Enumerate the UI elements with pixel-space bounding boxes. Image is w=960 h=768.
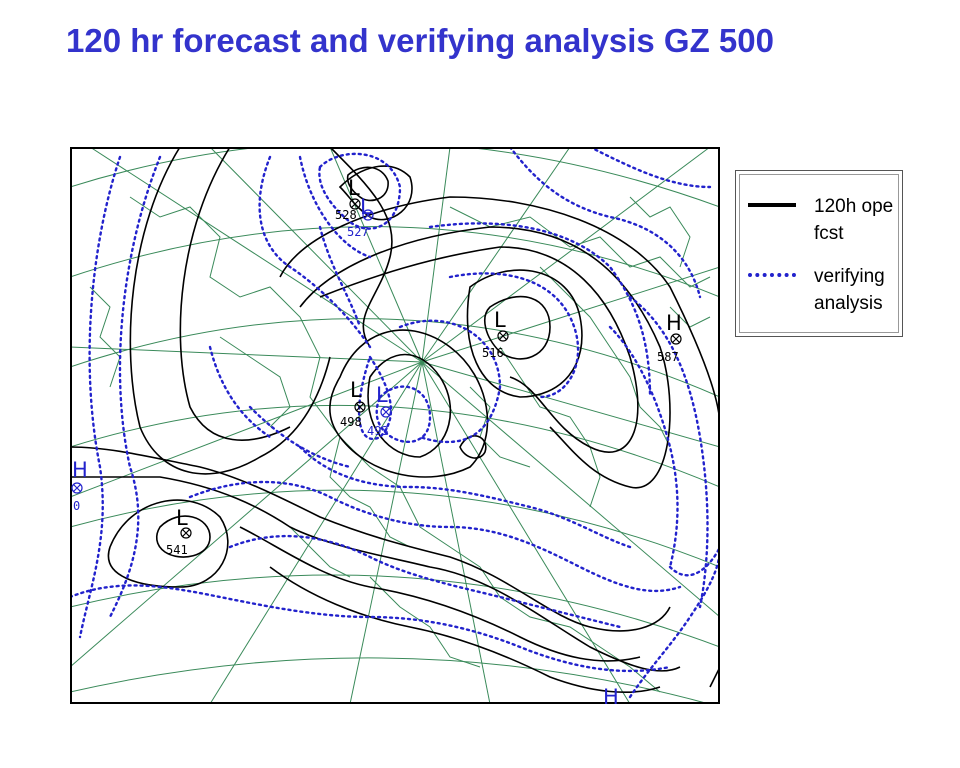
center-cross-icon xyxy=(73,484,81,492)
high-symbol: H xyxy=(666,311,682,335)
legend-inner-border xyxy=(739,174,899,333)
map-canvas: L 528 L 527 L 516 H 587 L 498 xyxy=(70,147,720,704)
center-low-493: L 493 xyxy=(367,383,392,438)
page-title: 120 hr forecast and verifying analysis G… xyxy=(66,22,774,59)
high-symbol: H xyxy=(72,458,88,482)
center-value: 493 xyxy=(367,424,389,438)
low-symbol: L xyxy=(494,308,506,332)
low-symbol: L xyxy=(348,176,360,200)
center-low-528: L 528 xyxy=(335,176,361,222)
low-symbol: L xyxy=(360,195,372,219)
forecast-contours xyxy=(70,147,720,693)
map-frame xyxy=(70,147,720,704)
center-low-516: L 516 xyxy=(482,308,509,360)
legend: 120h ope fcst verifying analysis xyxy=(735,170,903,337)
forecast-map: L 528 L 527 L 516 H 587 L 498 xyxy=(70,147,720,704)
center-value: 527 xyxy=(347,225,369,239)
center-low-527: L 527 xyxy=(347,195,374,239)
center-marker-icon xyxy=(71,482,83,494)
center-marker-icon xyxy=(349,198,361,210)
legend-label: verifying analysis xyxy=(814,266,885,314)
center-high-587: H 587 xyxy=(657,311,682,364)
solid-line-swatch xyxy=(748,203,796,207)
dotted-line-swatch xyxy=(748,273,796,277)
center-value: 516 xyxy=(482,346,504,360)
center-value: 498 xyxy=(340,415,362,429)
low-symbol: L xyxy=(350,378,362,402)
center-value: 587 xyxy=(657,350,679,364)
center-cross-icon xyxy=(382,408,390,416)
center-cross-icon xyxy=(356,403,364,411)
analysis-contours xyxy=(70,147,720,699)
center-marker-icon xyxy=(497,330,509,342)
center-marker-icon xyxy=(362,209,374,221)
center-marker-icon xyxy=(380,406,392,418)
center-cross-icon xyxy=(672,335,680,343)
center-cross-icon xyxy=(499,332,507,340)
center-low-498: L 498 xyxy=(340,378,366,429)
center-value: 0 xyxy=(73,499,80,513)
low-symbol: L xyxy=(376,383,388,407)
center-cross-icon xyxy=(364,211,372,219)
center-cross-icon xyxy=(182,529,190,537)
center-value: 528 xyxy=(335,208,357,222)
center-marker-icon xyxy=(180,527,192,539)
center-high-0: H 0 xyxy=(71,458,88,513)
center-value: 541 xyxy=(166,543,188,557)
center-cross-icon xyxy=(351,200,359,208)
map-background xyxy=(70,147,720,704)
high-symbol: H xyxy=(603,685,619,704)
legend-label: 120h ope fcst xyxy=(814,196,894,244)
center-marker-icon xyxy=(670,333,682,345)
center-high-bottom: H xyxy=(603,685,619,704)
center-low-541: L 541 xyxy=(166,506,192,557)
low-symbol: L xyxy=(176,506,188,530)
center-marker-icon xyxy=(354,401,366,413)
